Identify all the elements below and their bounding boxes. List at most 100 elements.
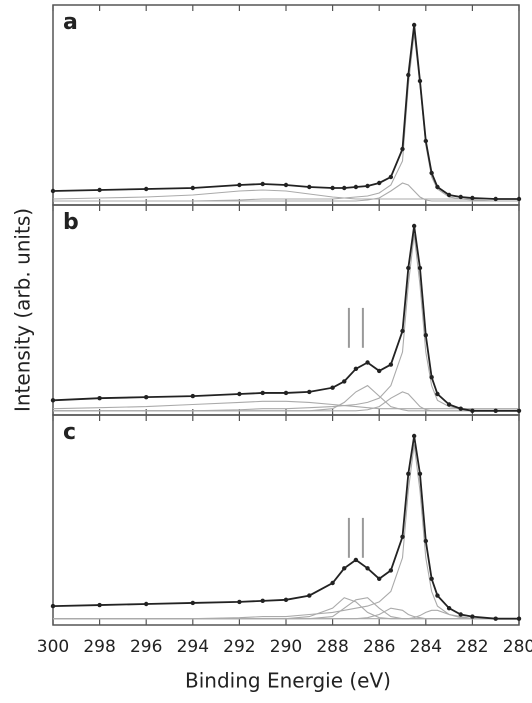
data-point xyxy=(429,576,434,581)
data-point xyxy=(97,602,102,608)
data-point xyxy=(50,188,56,194)
data-point xyxy=(446,192,452,198)
data-point xyxy=(97,396,102,401)
data-point xyxy=(406,471,411,476)
data-point xyxy=(377,368,382,374)
data-point xyxy=(423,333,428,338)
data-point xyxy=(493,408,498,413)
x-axis-label: Binding Energie (eV) xyxy=(185,669,391,693)
data-point xyxy=(237,182,242,188)
data-point xyxy=(446,606,452,611)
x-tick-label: 282 xyxy=(456,637,488,657)
panel-frame xyxy=(52,414,520,626)
data-point xyxy=(144,601,149,607)
measured-line xyxy=(52,435,519,620)
data-point xyxy=(458,406,463,411)
data-point xyxy=(470,195,475,201)
data-point xyxy=(190,185,195,191)
x-tick-label: 292 xyxy=(223,637,255,657)
data-point xyxy=(400,146,405,152)
panel-label: c xyxy=(63,420,76,445)
data-point xyxy=(388,362,394,367)
fit-component xyxy=(52,400,519,410)
x-tick-label: 300 xyxy=(37,637,69,657)
data-point xyxy=(429,375,434,380)
data-point xyxy=(446,402,452,407)
data-point xyxy=(388,568,394,573)
data-point xyxy=(237,599,242,605)
x-tick-label: 280 xyxy=(503,637,532,657)
data-point xyxy=(516,196,522,202)
data-point xyxy=(144,186,149,192)
data-point xyxy=(260,598,265,604)
data-point xyxy=(237,391,242,397)
panel-label: b xyxy=(63,210,79,235)
data-point xyxy=(435,593,440,598)
x-tick-label: 288 xyxy=(316,637,348,657)
x-tick-label: 296 xyxy=(130,637,162,657)
data-point xyxy=(516,616,522,621)
x-tick-label: 298 xyxy=(83,637,115,657)
data-point xyxy=(493,616,498,621)
data-point xyxy=(365,183,370,189)
data-point xyxy=(50,603,56,609)
data-point xyxy=(353,557,359,563)
data-point xyxy=(365,360,370,365)
panel-frame xyxy=(52,4,520,206)
data-point xyxy=(400,534,405,539)
data-point xyxy=(144,394,149,400)
data-point xyxy=(493,196,498,202)
data-point xyxy=(423,138,428,144)
data-point xyxy=(516,408,522,413)
data-point xyxy=(388,174,394,180)
data-point xyxy=(458,194,463,200)
data-point xyxy=(470,614,475,619)
data-point xyxy=(411,22,417,28)
data-point xyxy=(330,580,335,586)
data-point xyxy=(411,223,417,229)
data-point xyxy=(377,576,382,581)
data-point xyxy=(283,390,289,396)
data-point xyxy=(406,72,411,78)
data-point xyxy=(342,185,347,191)
data-point xyxy=(260,390,265,396)
y-axis-label: Intensity (arb. units) xyxy=(11,208,35,412)
fit-component xyxy=(53,597,519,620)
data-point xyxy=(307,389,312,395)
data-point xyxy=(435,391,440,397)
data-point xyxy=(406,265,411,271)
fit-component xyxy=(53,444,519,620)
fit-component xyxy=(52,189,519,200)
x-tick-label: 286 xyxy=(363,637,395,657)
data-point xyxy=(400,328,405,334)
data-point xyxy=(417,471,423,476)
data-point xyxy=(330,185,335,191)
fit-component xyxy=(53,182,519,202)
data-point xyxy=(353,184,359,190)
data-point xyxy=(417,78,423,84)
data-point xyxy=(458,612,463,617)
data-point xyxy=(283,182,289,188)
x-tick-label: 284 xyxy=(410,637,442,657)
data-point xyxy=(353,366,359,371)
data-point xyxy=(377,180,382,186)
fit-component xyxy=(53,32,519,202)
measured-line xyxy=(52,24,519,200)
data-point xyxy=(342,566,347,571)
panel-label: a xyxy=(63,10,78,35)
data-point xyxy=(423,538,428,544)
data-point xyxy=(307,184,312,190)
data-point xyxy=(190,600,195,606)
data-point xyxy=(307,593,312,598)
measured-line xyxy=(52,225,519,412)
data-point xyxy=(365,566,370,571)
data-point xyxy=(283,597,289,602)
data-point xyxy=(260,181,265,187)
data-point xyxy=(190,393,195,399)
data-point xyxy=(429,170,434,176)
data-point xyxy=(330,385,335,390)
data-point xyxy=(97,187,102,193)
x-tick-label: 290 xyxy=(270,637,302,657)
data-point xyxy=(342,379,347,384)
